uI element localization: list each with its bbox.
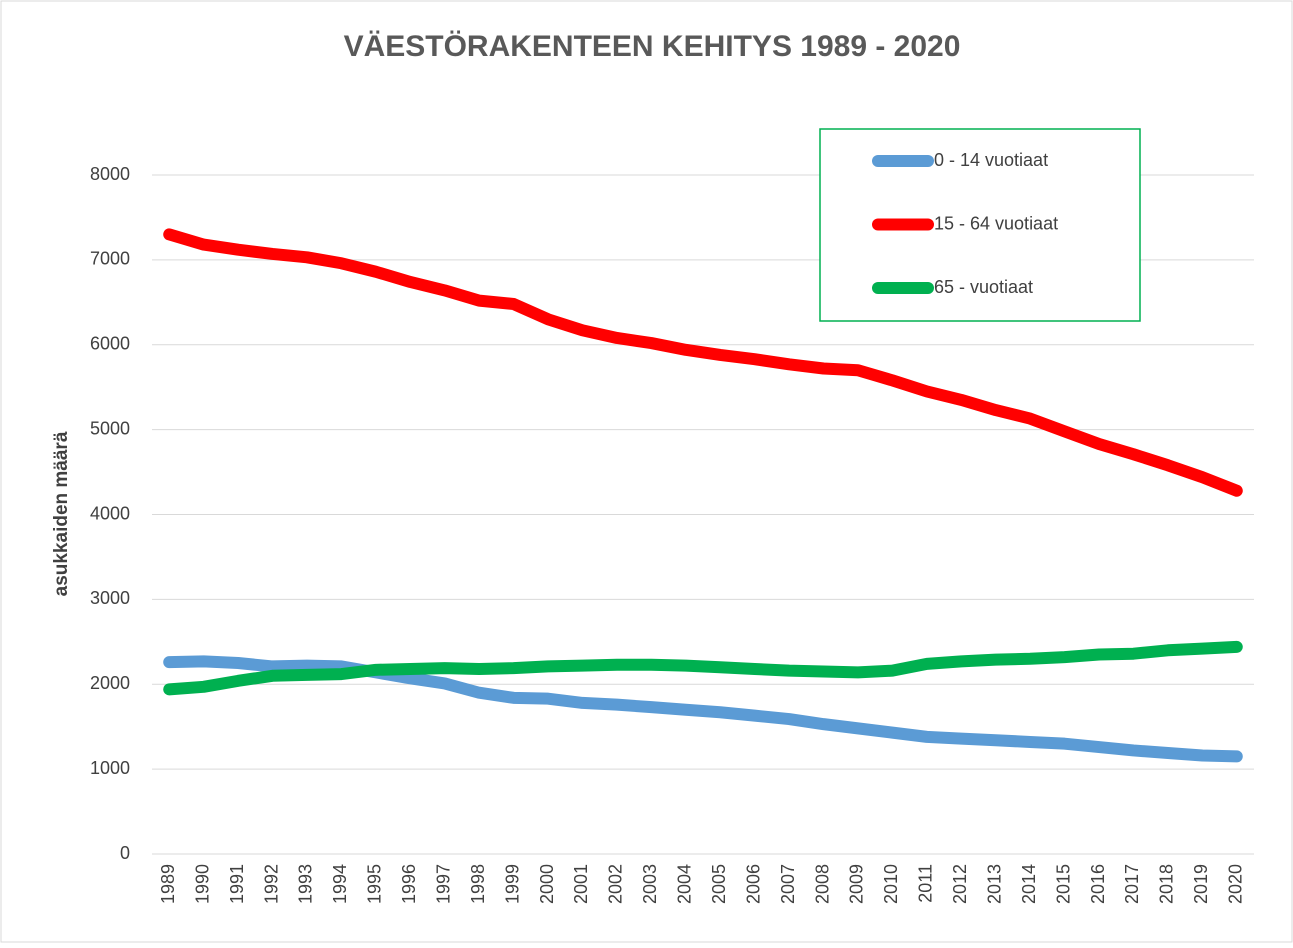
series-line [163, 640, 1243, 696]
legend-label: 0 - 14 vuotiaat [934, 150, 1048, 170]
x-tick-label: 2020 [1226, 864, 1246, 904]
y-tick-label: 6000 [90, 334, 130, 354]
x-tick-label: 2019 [1191, 864, 1211, 904]
x-tick-label: 1990 [192, 864, 212, 904]
x-tick-label: 2004 [675, 864, 695, 904]
x-tick-label: 1993 [296, 864, 316, 904]
x-tick-label: 1991 [227, 864, 247, 904]
y-tick-label: 5000 [90, 418, 130, 438]
x-tick-label: 2016 [1088, 864, 1108, 904]
x-tick-label: 2008 [812, 864, 832, 904]
x-tick-label: 2002 [606, 864, 626, 904]
series-line [163, 228, 1243, 497]
x-tick-label: 1996 [399, 864, 419, 904]
y-tick-label: 1000 [90, 758, 130, 778]
y-tick-label: 3000 [90, 588, 130, 608]
x-tick-label: 2014 [1019, 864, 1039, 904]
x-tick-label: 1997 [433, 864, 453, 904]
x-tick-label: 2003 [640, 864, 660, 904]
x-tick-label: 2011 [916, 864, 936, 903]
x-tick-label: 2007 [778, 864, 798, 904]
y-tick-label: 4000 [90, 503, 130, 523]
x-tick-label: 1998 [468, 864, 488, 904]
y-axis-label: asukkaiden määrä [51, 431, 72, 596]
x-tick-label: 2000 [537, 864, 557, 904]
y-tick-label: 2000 [90, 673, 130, 693]
x-tick-label: 2017 [1122, 864, 1142, 904]
x-tick-label: 1994 [330, 864, 350, 904]
x-tick-label: 2006 [743, 864, 763, 904]
x-tick-label: 2013 [984, 864, 1004, 904]
x-tick-label: 2005 [709, 864, 729, 904]
x-tick-label: 1992 [261, 864, 281, 904]
x-tick-label: 2009 [847, 864, 867, 904]
legend-label: 65 - vuotiaat [934, 277, 1033, 297]
y-tick-label: 0 [120, 843, 130, 863]
x-tick-label: 2012 [950, 864, 970, 904]
legend-label: 15 - 64 vuotiaat [934, 213, 1058, 233]
y-tick-label: 7000 [90, 249, 130, 269]
y-tick-label: 8000 [90, 164, 130, 184]
x-tick-label: 1995 [365, 864, 385, 904]
chart-title: VÄESTÖRAKENTEEN KEHITYS 1989 - 2020 [344, 30, 961, 63]
x-tick-label: 1989 [158, 864, 178, 904]
x-tick-label: 1999 [502, 864, 522, 904]
x-tick-label: 2015 [1053, 864, 1073, 904]
x-tick-label: 2018 [1157, 864, 1177, 904]
x-tick-label: 2001 [571, 864, 591, 904]
x-tick-label: 2010 [881, 864, 901, 904]
